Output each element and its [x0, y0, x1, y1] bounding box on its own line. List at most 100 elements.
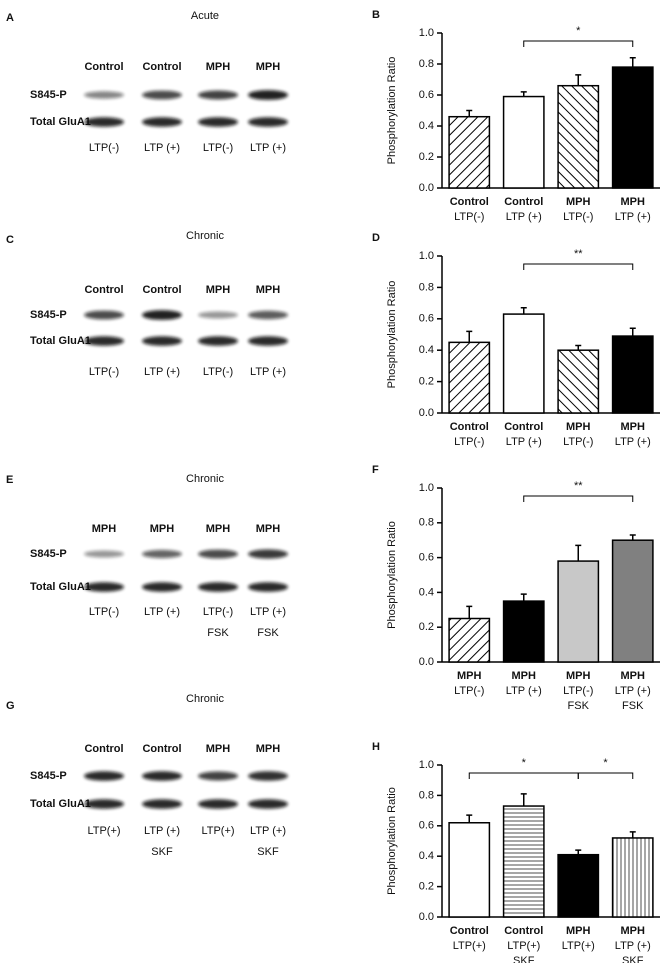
panel-letter: D — [372, 232, 380, 244]
row-label: S845-P — [30, 548, 67, 560]
lane-label: LTP(-) — [203, 606, 233, 618]
error-bar — [575, 344, 582, 351]
significance-label: * — [603, 757, 608, 769]
lane-label: LTP (+) — [250, 825, 286, 837]
blot-band — [142, 310, 182, 320]
x-tick-label: LTP (+) — [615, 940, 651, 952]
bar — [502, 805, 545, 918]
x-tick-label: MPH — [621, 925, 646, 937]
blot-band — [142, 549, 182, 559]
y-tick-label: 0.6 — [419, 820, 434, 832]
significance-label: * — [522, 757, 527, 769]
x-tick-label: MPH — [566, 925, 591, 937]
error-bar — [575, 544, 582, 562]
significance-label: ** — [574, 248, 583, 260]
blot-band — [84, 117, 124, 127]
x-tick-label: MPH — [512, 670, 537, 682]
x-tick-label: MPH — [621, 196, 646, 208]
x-tick-label: Control — [504, 421, 543, 433]
blot-band — [142, 771, 182, 781]
significance-label: ** — [574, 480, 583, 492]
blot-band — [248, 310, 288, 320]
y-tick-label: 1.0 — [419, 250, 434, 262]
lane-label: LTP (+) — [250, 142, 286, 154]
blot-title: Chronic — [186, 230, 224, 242]
lane-label: SKF — [257, 846, 279, 858]
lane-header: MPH — [256, 743, 281, 755]
y-tick-label: 0.2 — [419, 151, 434, 163]
y-tick-label: 0.2 — [419, 881, 434, 893]
x-tick-label: MPH — [621, 670, 646, 682]
y-tick-label: 0.0 — [419, 407, 434, 419]
x-tick-label: LTP(-) — [563, 211, 593, 223]
y-axis-label: Phosphorylation Ratio — [386, 281, 398, 389]
lane-label: LTP(-) — [203, 366, 233, 378]
y-tick-label: 0.8 — [419, 517, 434, 529]
lane-label: FSK — [207, 627, 229, 639]
error-bar — [520, 307, 527, 315]
x-tick-label: MPH — [457, 670, 482, 682]
lane-label: LTP (+) — [144, 825, 180, 837]
x-tick-label: LTP(+) — [453, 940, 486, 952]
blot-band — [142, 582, 182, 592]
bar — [611, 539, 654, 663]
lane-label: LTP (+) — [144, 606, 180, 618]
blot-band — [248, 799, 288, 809]
bar — [502, 95, 545, 189]
lane-header: Control — [142, 284, 181, 296]
blot-band — [84, 582, 124, 592]
blot-band — [142, 799, 182, 809]
row-label: Total GluA1 — [30, 798, 91, 810]
significance-bracket — [523, 263, 634, 270]
lane-label: LTP(+) — [201, 825, 234, 837]
bar — [448, 341, 491, 414]
blot-band — [198, 311, 238, 319]
lane-header: MPH — [256, 284, 281, 296]
error-bar — [466, 814, 473, 823]
lane-header: MPH — [206, 284, 231, 296]
lane-label: LTP (+) — [250, 606, 286, 618]
row-label: S845-P — [30, 309, 67, 321]
x-tick-label: LTP(-) — [454, 436, 484, 448]
x-tick-label: LTP(-) — [454, 211, 484, 223]
y-tick-label: 0.0 — [419, 911, 434, 923]
blot-title: Chronic — [186, 693, 224, 705]
y-tick-label: 0.0 — [419, 182, 434, 194]
x-tick-label: SKF — [513, 955, 535, 963]
y-tick-label: 0.2 — [419, 621, 434, 633]
error-bar — [466, 109, 473, 117]
panel-letter: F — [372, 464, 379, 476]
error-bar — [466, 330, 473, 343]
blot-band — [84, 336, 124, 346]
bar — [611, 335, 654, 414]
panel-letter: G — [6, 700, 15, 712]
lane-label: LTP (+) — [144, 366, 180, 378]
lane-header: MPH — [256, 523, 281, 535]
bar — [448, 617, 491, 663]
blot-band — [248, 582, 288, 592]
error-bar — [466, 605, 473, 619]
lane-label: SKF — [151, 846, 173, 858]
y-tick-label: 0.0 — [419, 656, 434, 668]
error-bar — [575, 74, 582, 86]
blot-band — [84, 310, 124, 320]
row-label: S845-P — [30, 770, 67, 782]
lane-header: Control — [84, 284, 123, 296]
lane-label: LTP(+) — [87, 825, 120, 837]
row-label: Total GluA1 — [30, 581, 91, 593]
error-bar — [520, 593, 527, 602]
blot-band — [84, 91, 124, 99]
lane-header: Control — [142, 743, 181, 755]
y-tick-label: 0.6 — [419, 552, 434, 564]
y-tick-label: 0.8 — [419, 789, 434, 801]
blot-title: Chronic — [186, 473, 224, 485]
y-tick-label: 0.8 — [419, 58, 434, 70]
x-tick-label: Control — [504, 196, 543, 208]
y-axis-label: Phosphorylation Ratio — [386, 787, 398, 895]
blot-title: Acute — [191, 10, 219, 22]
lane-header: Control — [84, 743, 123, 755]
x-tick-label: LTP (+) — [506, 436, 542, 448]
blot-band — [142, 90, 182, 100]
